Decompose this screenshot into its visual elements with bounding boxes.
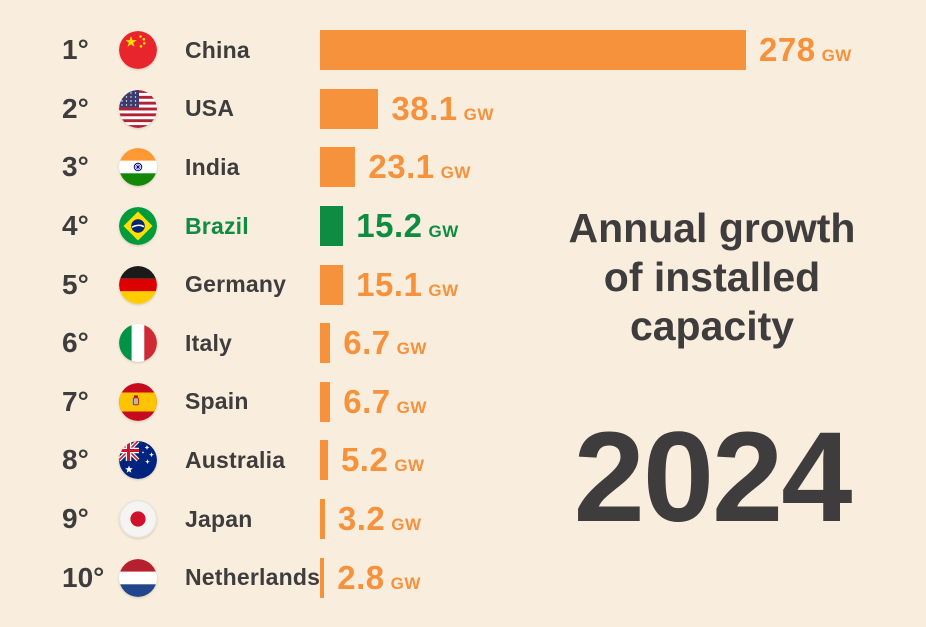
- country-label: China: [185, 36, 250, 63]
- unit-label: GW: [463, 104, 494, 124]
- year-label: 2024: [573, 406, 853, 549]
- unit-label: GW: [396, 339, 427, 359]
- country-label: India: [185, 153, 240, 180]
- brazil-flag-icon: [119, 207, 157, 246]
- unit-label: GW: [390, 573, 421, 593]
- country-label: Netherlands: [185, 564, 321, 591]
- rank-label: 4°: [62, 210, 89, 242]
- unit-label: GW: [440, 163, 471, 183]
- unit-label: GW: [396, 397, 427, 417]
- country-label: Japan: [185, 505, 253, 532]
- chart-title-line-3: capacity: [629, 303, 795, 350]
- row-india: 3° India 23.1: [62, 138, 852, 197]
- bar-spain: [320, 381, 331, 422]
- value-label: 6.7 GW: [343, 382, 427, 420]
- bar-japan: [320, 499, 325, 540]
- value-label: 5.2 GW: [340, 441, 425, 479]
- row-australia: 8°: [62, 431, 852, 490]
- country-label: Australia: [185, 446, 286, 473]
- value-label: 278 GW: [759, 31, 852, 69]
- bar-germany: [320, 264, 344, 305]
- unit-label: GW: [394, 456, 425, 476]
- country-ranking-list: 1° China 278: [62, 21, 852, 607]
- row-brazil: 4° Brazil 15.2 GW: [62, 197, 852, 256]
- usa-flag-icon: [119, 89, 157, 128]
- italy-flag-icon: [119, 324, 157, 363]
- rank-label: 6°: [62, 327, 89, 359]
- unit-label: GW: [428, 222, 459, 242]
- country-label: Brazil: [185, 212, 249, 239]
- value-label: 15.1 GW: [356, 265, 459, 303]
- value-label: 2.8 GW: [337, 558, 421, 596]
- unit-label: GW: [428, 280, 459, 300]
- japan-flag-icon: [119, 500, 157, 539]
- country-label: Spain: [185, 388, 249, 415]
- germany-flag-icon: [119, 265, 157, 304]
- value-label: 15.2 GW: [356, 207, 459, 245]
- unit-label: GW: [391, 515, 422, 535]
- value-label: 6.7 GW: [343, 324, 427, 362]
- bar-china: [320, 30, 746, 71]
- bar-australia: [320, 440, 328, 481]
- country-label: Italy: [185, 329, 233, 356]
- row-germany: 5° Germany 15.1 GW: [62, 255, 852, 314]
- chart-title-line-1: Annual growth: [568, 205, 856, 251]
- row-spain: 7° Spain 6.7: [62, 373, 852, 432]
- bar-brazil: [320, 206, 344, 247]
- value-label: 38.1 GW: [391, 89, 494, 127]
- netherlands-flag-icon: [119, 558, 157, 597]
- bar-netherlands: [320, 557, 325, 598]
- rank-label: 1°: [62, 34, 89, 66]
- value-label: 3.2 GW: [337, 500, 422, 538]
- spain-flag-icon: [119, 382, 157, 421]
- chart-title-line-2: of installed: [603, 254, 821, 301]
- rank-label: 7°: [62, 385, 89, 417]
- india-flag-icon: [119, 148, 157, 187]
- row-netherlands: 10° Netherlands 2.8 GW: [62, 548, 852, 607]
- country-label: Germany: [185, 271, 287, 298]
- rank-label: 9°: [62, 503, 89, 535]
- bar-usa: [320, 88, 379, 129]
- rank-label: 8°: [62, 444, 89, 476]
- country-label: USA: [185, 95, 235, 122]
- australia-flag-icon: [119, 441, 157, 480]
- bar-india: [320, 147, 356, 188]
- row-japan: 9° Japan 3.2 GW: [62, 490, 852, 549]
- rank-label: 3°: [62, 151, 89, 183]
- china-flag-icon: [119, 31, 157, 70]
- row-italy: 6° Italy 6.7 GW: [62, 314, 852, 373]
- chart-title: Annual growth of installed capacity: [510, 204, 914, 352]
- row-usa: 2°: [62, 80, 852, 139]
- bar-italy: [320, 323, 331, 364]
- rank-label: 10°: [62, 561, 105, 593]
- rank-label: 2°: [62, 92, 89, 124]
- value-label: 23.1 GW: [368, 148, 471, 186]
- rank-label: 5°: [62, 268, 89, 300]
- unit-label: GW: [821, 46, 852, 66]
- row-china: 1° China 278: [62, 21, 852, 80]
